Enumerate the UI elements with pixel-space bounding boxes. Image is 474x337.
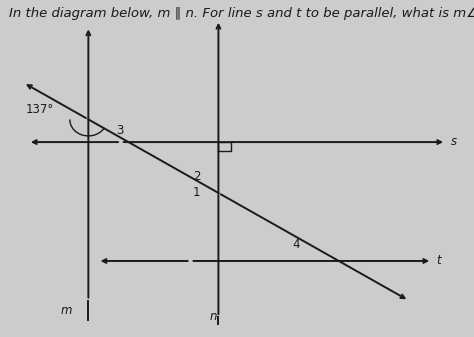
Text: 1: 1 [193,186,201,199]
Text: m: m [61,304,72,317]
Text: n: n [209,310,217,324]
Text: s: s [451,135,457,148]
Text: 2: 2 [193,170,201,183]
Text: 4: 4 [292,238,300,251]
Text: t: t [437,254,441,267]
Text: In the diagram below, m ∥ n. For line s and t to be parallel, what is m∠4 ? Expl: In the diagram below, m ∥ n. For line s … [9,7,474,20]
Text: 3: 3 [116,124,124,137]
Text: 137°: 137° [26,103,54,116]
